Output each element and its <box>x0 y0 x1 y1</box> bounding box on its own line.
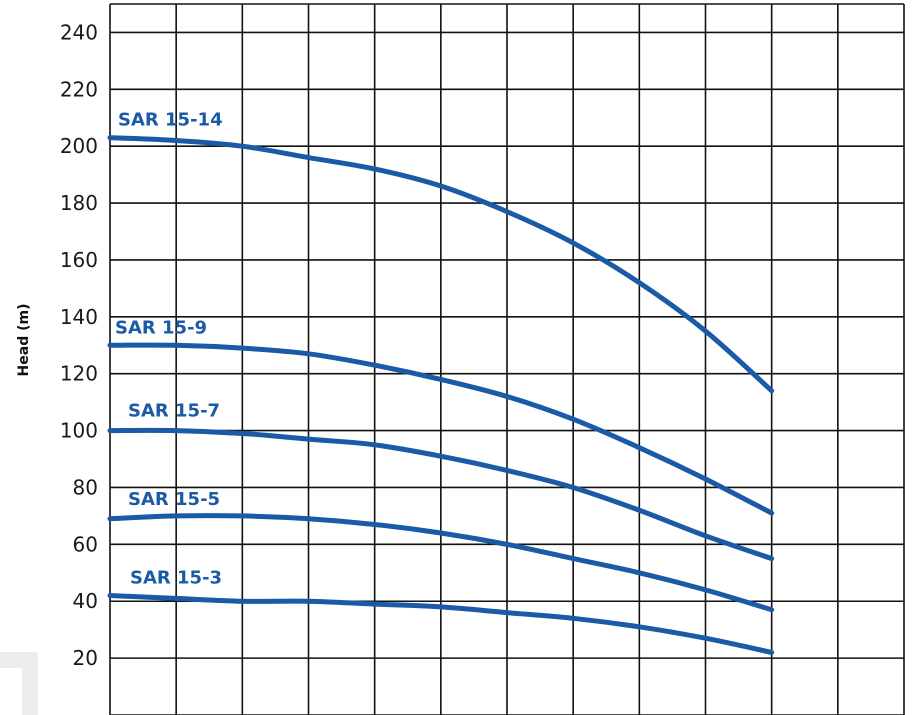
y-tick-label: 100 <box>60 419 98 443</box>
y-tick-label: 220 <box>60 77 98 101</box>
y-tick-label: 160 <box>60 248 98 272</box>
series-label: SAR 15-3 <box>130 568 222 589</box>
y-tick-label: 200 <box>60 134 98 158</box>
series-label: SAR 15-9 <box>115 317 207 338</box>
series-label: SAR 15-7 <box>128 401 220 422</box>
series-line <box>107 427 775 562</box>
y-tick-label: 60 <box>73 532 98 556</box>
y-tick-label: 140 <box>60 305 98 329</box>
y-tick-label: 180 <box>60 191 98 215</box>
chart-series <box>107 135 775 655</box>
y-axis-label: Head (m) <box>16 304 32 377</box>
series-line <box>107 513 775 613</box>
watermark-corner <box>0 652 38 715</box>
series-label: SAR 15-14 <box>118 110 223 131</box>
series-line <box>107 342 775 516</box>
series-labels: SAR 15-14 SAR 15-9 SAR 15-7 SAR 15-5 SAR 15-… <box>115 110 223 589</box>
y-tick-label: 120 <box>60 362 98 386</box>
y-tick-label: 240 <box>60 20 98 44</box>
y-tick-label: 40 <box>73 589 98 613</box>
y-tick-label: 20 <box>73 646 98 670</box>
series-line <box>107 135 775 394</box>
y-tick-label: 80 <box>73 475 98 499</box>
chart-grid <box>109 3 905 715</box>
series-line <box>107 593 775 655</box>
y-axis-ticks: 20 40 60 80 100 120 140 160 180 200 220 240 <box>60 20 98 670</box>
series-label: SAR 15-5 <box>128 489 220 510</box>
